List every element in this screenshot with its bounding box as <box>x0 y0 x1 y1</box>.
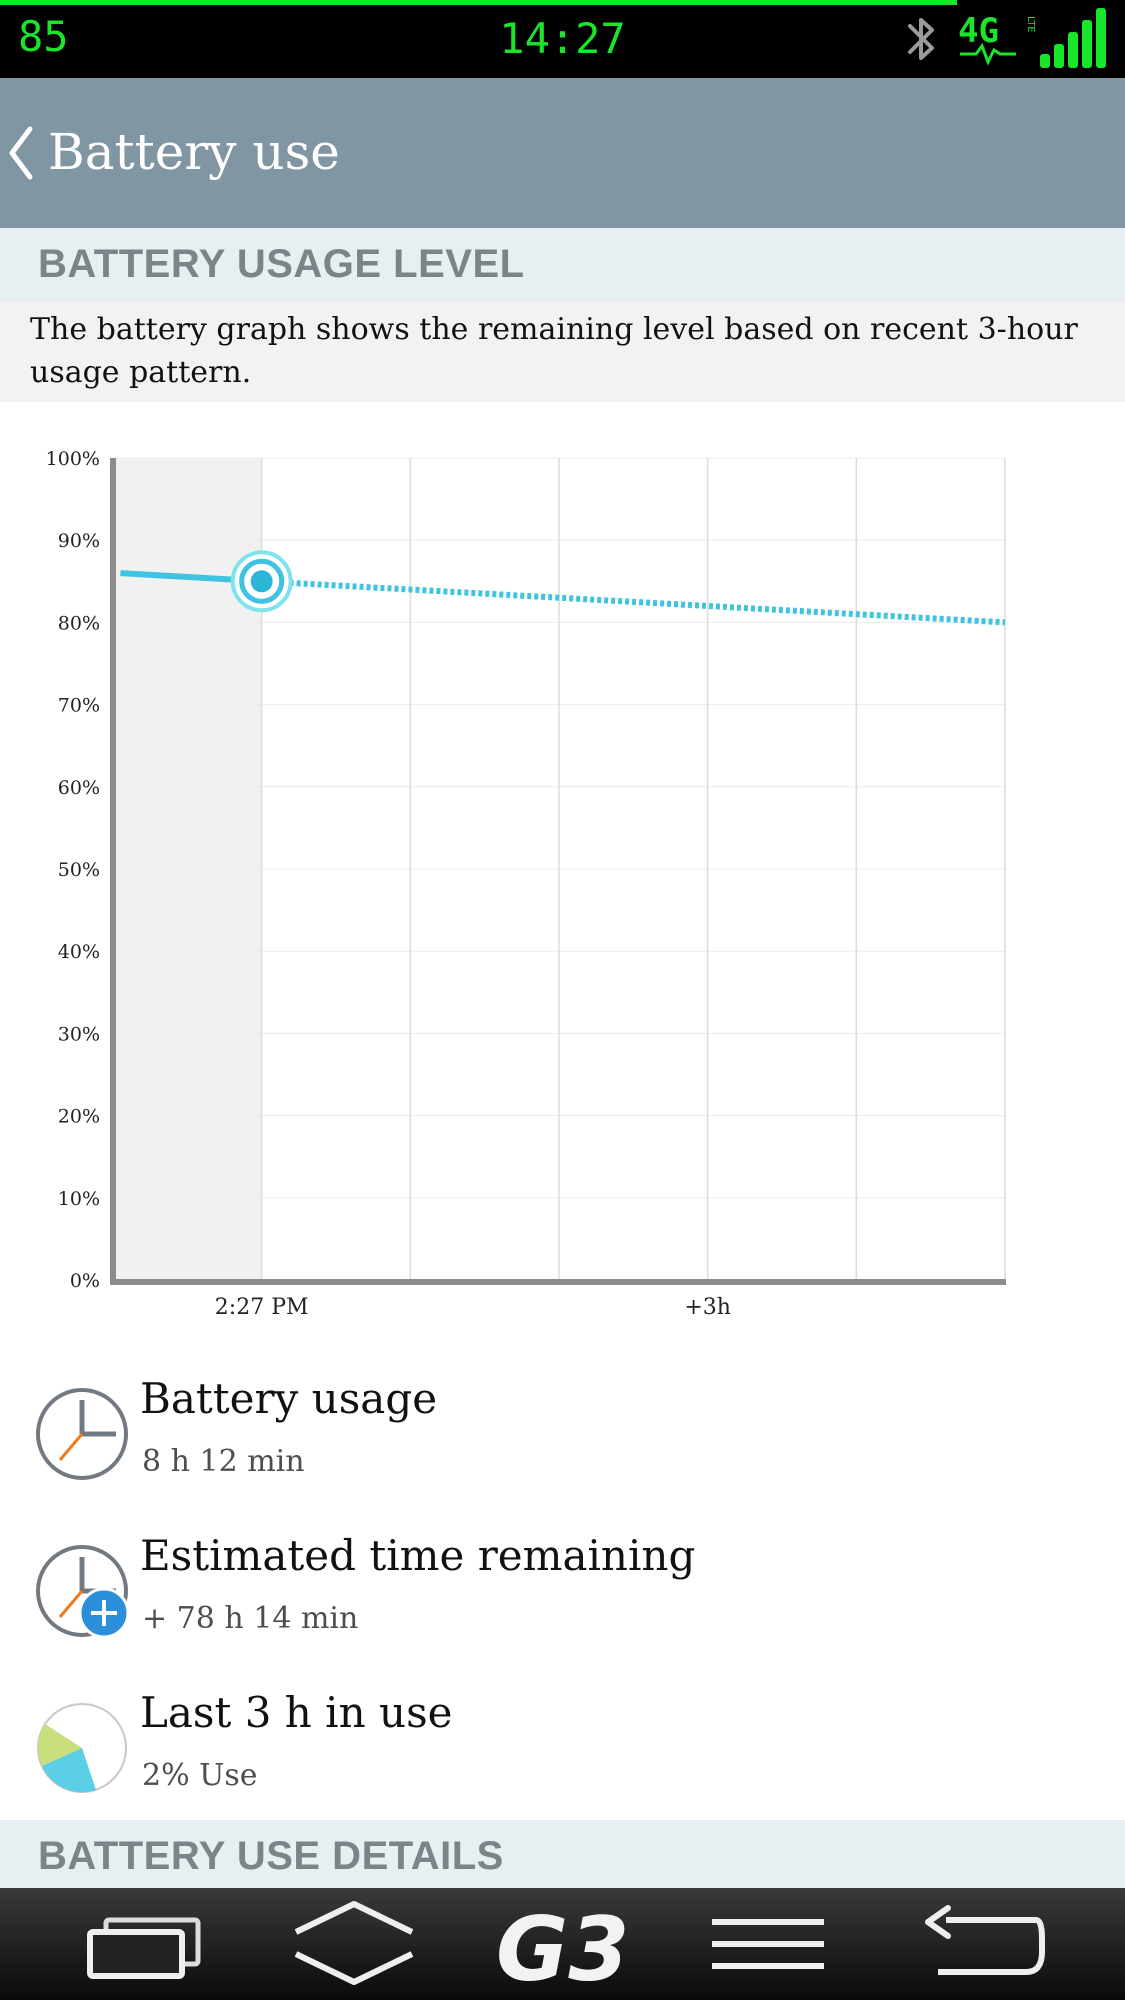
info-title: Estimated time remaining <box>140 1531 696 1580</box>
projection-line <box>261 578 1006 626</box>
page-title: Battery use <box>48 123 340 181</box>
y-tick-label: 10% <box>58 1188 100 1210</box>
clock-icon <box>36 1388 128 1480</box>
battery-chart: 100% 90% 80% 70% 60% 50% 40% 30% 20% 10% 0% 2:27 P… <box>46 448 1006 1320</box>
y-tick-label: 90% <box>58 530 100 552</box>
info-value: + 78 h 14 min <box>142 1601 359 1636</box>
recent-apps-button[interactable] <box>80 1888 210 2000</box>
menu-button[interactable] <box>708 1888 828 2000</box>
network-sublabel: LTE <box>1025 16 1036 33</box>
info-row-battery-usage[interactable]: Battery usage 8 h 12 min <box>0 1372 1125 1522</box>
g3-logo-button[interactable]: G3 <box>490 1888 630 2000</box>
current-point-dot <box>250 570 273 593</box>
info-row-estimated-time[interactable]: Estimated time remaining + 78 h 14 min <box>0 1529 1125 1679</box>
y-tick-label: 20% <box>58 1106 100 1128</box>
y-tick-label: 0% <box>70 1270 100 1292</box>
clock-plus-icon <box>36 1545 130 1639</box>
section-header-label: BATTERY USE DETAILS <box>38 1834 504 1878</box>
home-button[interactable] <box>284 1888 424 2000</box>
navigation-bar: G3 <box>0 1888 1125 2000</box>
status-bar: 85 14:27 4G LTE <box>0 0 1125 78</box>
y-tick-label: 80% <box>58 612 100 634</box>
info-value: 2% Use <box>142 1758 258 1793</box>
bluetooth-icon <box>908 18 934 60</box>
y-tick-label: 30% <box>58 1023 100 1045</box>
section-header-label: BATTERY USAGE LEVEL <box>38 242 525 286</box>
description-text: The battery graph shows the remaining le… <box>30 312 1078 390</box>
network-4g-lte-icon: 4G LTE <box>958 11 1036 66</box>
signal-strength-icon <box>1040 8 1106 68</box>
network-label: 4G <box>958 11 999 51</box>
y-tick-label: 50% <box>58 859 100 881</box>
battery-level: 85 <box>18 12 69 61</box>
section-header-usage-level: BATTERY USAGE LEVEL <box>0 228 1125 302</box>
section-header-use-details: BATTERY USE DETAILS <box>0 1820 1125 1888</box>
info-value: 8 h 12 min <box>142 1444 305 1479</box>
g3-logo-text: G3 <box>496 1898 629 2000</box>
y-tick-label: 100% <box>46 448 100 470</box>
pie-chart-icon <box>37 1703 127 1793</box>
info-title: Battery usage <box>140 1374 438 1423</box>
info-title: Last 3 h in use <box>140 1688 453 1737</box>
description-panel: The battery graph shows the remaining le… <box>0 302 1125 402</box>
battery-progress-bar <box>0 0 957 5</box>
back-button[interactable] <box>916 1888 1046 2000</box>
clock: 14:27 <box>499 14 626 63</box>
y-tick-label: 40% <box>58 941 100 963</box>
y-tick-label: 70% <box>58 695 100 717</box>
info-row-last-3h[interactable]: Last 3 h in use 2% Use <box>0 1686 1125 1836</box>
chevron-left-icon[interactable] <box>6 125 36 181</box>
x-tick-label: +3h <box>684 1295 731 1320</box>
y-tick-label: 60% <box>58 777 100 799</box>
x-tick-label: 2:27 PM <box>215 1295 309 1320</box>
app-bar: Battery use <box>0 78 1125 228</box>
